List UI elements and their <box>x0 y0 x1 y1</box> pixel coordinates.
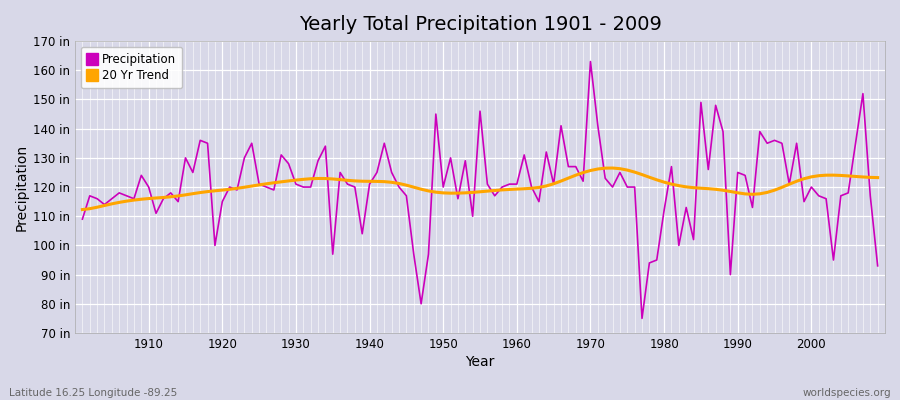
X-axis label: Year: Year <box>465 355 495 369</box>
Y-axis label: Precipitation: Precipitation <box>15 144 29 231</box>
Legend: Precipitation, 20 Yr Trend: Precipitation, 20 Yr Trend <box>81 47 182 88</box>
Title: Yearly Total Precipitation 1901 - 2009: Yearly Total Precipitation 1901 - 2009 <box>299 15 662 34</box>
Text: Latitude 16.25 Longitude -89.25: Latitude 16.25 Longitude -89.25 <box>9 388 177 398</box>
Text: worldspecies.org: worldspecies.org <box>803 388 891 398</box>
